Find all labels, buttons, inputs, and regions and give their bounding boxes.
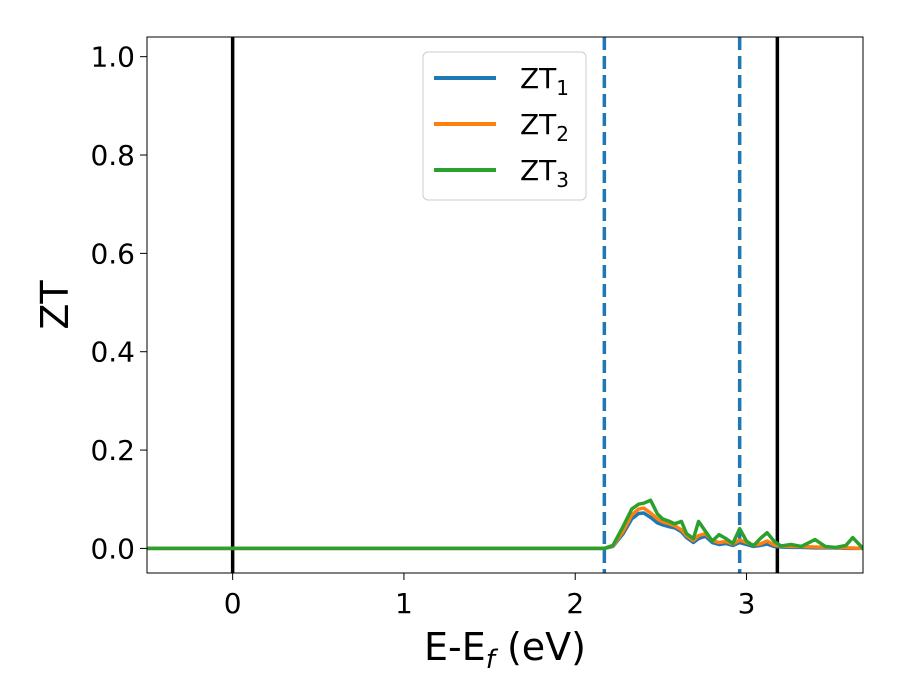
legend-entry-zt2: ZT2 (520, 108, 569, 146)
x-tick-label: 2 (566, 587, 584, 620)
legend-entry-subscript: 1 (556, 76, 569, 100)
x-tick-label: 3 (738, 587, 756, 620)
y-tick-label: 0.8 (90, 139, 135, 172)
y-tick-label: 0.0 (90, 532, 135, 565)
legend-entry-name: ZT (520, 62, 557, 95)
plot-area (147, 37, 863, 573)
x-axis-label-unit: (eV) (495, 625, 586, 669)
y-axis-label: ZT (33, 280, 77, 330)
x-axis-label: E-Ef (eV) (424, 625, 586, 675)
y-tick-label: 1.0 (90, 41, 135, 74)
legend-entry-name: ZT (520, 108, 557, 141)
y-tick-label: 0.2 (90, 434, 135, 467)
legend-entry-subscript: 3 (556, 168, 569, 192)
legend-entry-subscript: 2 (556, 122, 569, 146)
legend-entry-zt1: ZT1 (520, 62, 569, 100)
legend-entry-name: ZT (520, 154, 557, 187)
axes-frame (146, 36, 864, 574)
x-tick-label: 1 (395, 587, 413, 620)
y-tick-label: 0.4 (90, 336, 135, 369)
y-tick-label: 0.6 (90, 237, 135, 270)
legend-box (422, 51, 587, 201)
legend-entry-zt3: ZT3 (520, 154, 569, 192)
series-line-zt3 (147, 498, 863, 551)
axes: 0 1 2 3 0.0 0.2 0.4 0.6 0.8 1.0 E-Ef (eV) ZT (33, 36, 864, 675)
x-tick-label: 0 (224, 587, 242, 620)
plot-clipped-group (147, 37, 863, 573)
x-axis-label-main: E-E (424, 625, 486, 669)
